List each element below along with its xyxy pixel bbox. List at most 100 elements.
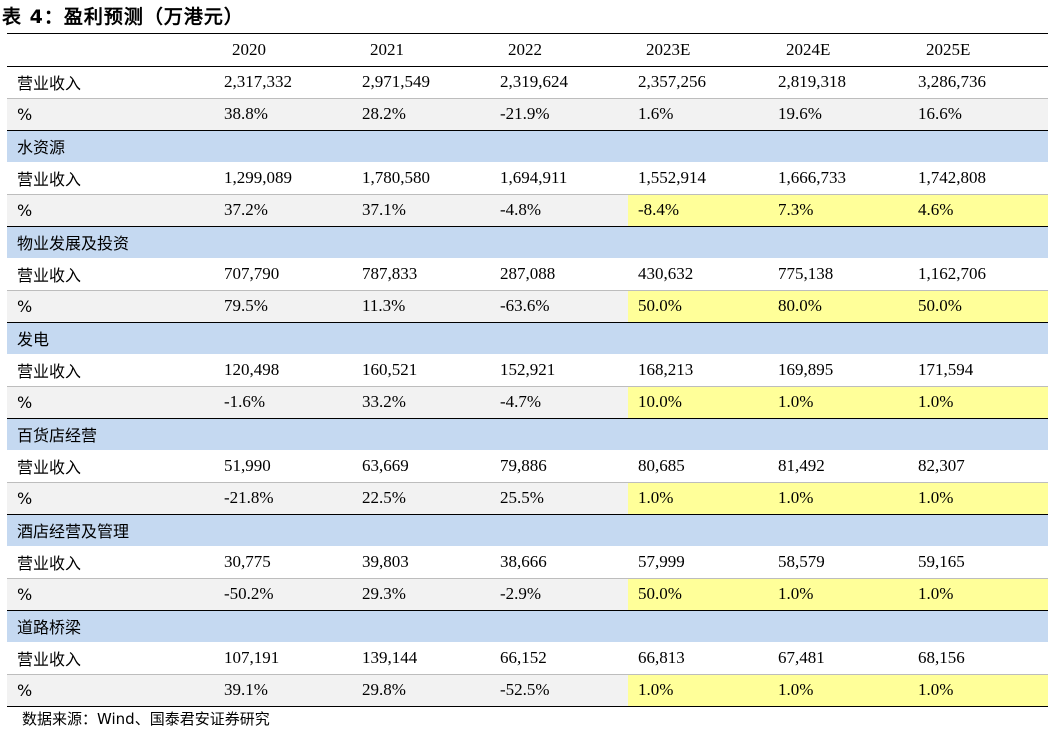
revenue-row: 营业收入 707,790 787,833 287,088 430,632 775,138 1… — [7, 258, 1048, 291]
table-cell: 58,579 — [768, 546, 908, 579]
header-row: 2020 2021 2022 2023E 2024E 2025E — [7, 34, 1048, 67]
table-cell: 28.2% — [352, 98, 490, 131]
table-cell: 2,819,318 — [768, 66, 908, 99]
table-cell: -4.7% — [490, 386, 628, 419]
table-cell: 25.5% — [490, 482, 628, 515]
table-cell: 79,886 — [490, 450, 628, 483]
table-cell: -52.5% — [490, 674, 628, 707]
row-label: % — [7, 98, 214, 131]
table-cell — [352, 514, 490, 547]
growth-row: % 38.8% 28.2% -21.9% 1.6% 19.6% 16.6% — [7, 98, 1048, 131]
growth-row: % -1.6% 33.2% -4.7% 10.0% 1.0% 1.0% — [7, 386, 1048, 419]
table-cell: -50.2% — [214, 578, 352, 611]
table-cell — [352, 322, 490, 355]
table-cell: 22.5% — [352, 482, 490, 515]
header-cell: 2020 — [214, 34, 352, 67]
revenue-row: 营业收入 51,990 63,669 79,886 80,685 81,492 82,307 — [7, 450, 1048, 483]
row-label: % — [7, 674, 214, 707]
table-cell — [768, 226, 908, 259]
table-cell: 1.0% — [768, 482, 908, 515]
row-label: 营业收入 — [7, 546, 214, 579]
table-cell — [352, 418, 490, 451]
table-cell — [908, 130, 1048, 163]
table-cell: 33.2% — [352, 386, 490, 419]
table-title: 表 4：盈利预测（万港元） — [2, 6, 244, 28]
table-cell: 80,685 — [628, 450, 768, 483]
table-cell — [908, 418, 1048, 451]
table-cell — [908, 322, 1048, 355]
table-cell — [490, 610, 628, 643]
table-cell: 82,307 — [908, 450, 1048, 483]
table-cell: -4.8% — [490, 194, 628, 227]
header-cell: 2021 — [352, 34, 490, 67]
table-cell — [490, 130, 628, 163]
table-cell — [628, 514, 768, 547]
segment-label: 物业发展及投资 — [7, 226, 214, 259]
table-cell: 79.5% — [214, 290, 352, 323]
table-cell: 1,694,911 — [490, 162, 628, 195]
table-cell: 430,632 — [628, 258, 768, 291]
row-label: 营业收入 — [7, 642, 214, 675]
header-cell: 2022 — [490, 34, 628, 67]
table-cell: 2,317,332 — [214, 66, 352, 99]
row-label: % — [7, 482, 214, 515]
table-cell: 50.0% — [628, 578, 768, 611]
table-cell: 168,213 — [628, 354, 768, 387]
header-cell: 2024E — [768, 34, 908, 67]
table-cell: 50.0% — [908, 290, 1048, 323]
table-cell: 171,594 — [908, 354, 1048, 387]
table-cell: 775,138 — [768, 258, 908, 291]
table-cell: 120,498 — [214, 354, 352, 387]
table-cell: 1,666,733 — [768, 162, 908, 195]
growth-row: % -21.8% 22.5% 25.5% 1.0% 1.0% 1.0% — [7, 482, 1048, 515]
table-cell: 39,803 — [352, 546, 490, 579]
table-cell: 169,895 — [768, 354, 908, 387]
row-label: 营业收入 — [7, 450, 214, 483]
row-label: % — [7, 194, 214, 227]
revenue-row: 营业收入 107,191 139,144 66,152 66,813 67,481 68,1… — [7, 642, 1048, 675]
table-cell: 1.0% — [908, 578, 1048, 611]
table-cell: 160,521 — [352, 354, 490, 387]
table-cell: -21.9% — [490, 98, 628, 131]
table-cell: 707,790 — [214, 258, 352, 291]
table-cell: 139,144 — [352, 642, 490, 675]
table-cell: 1.6% — [628, 98, 768, 131]
header-cell: 2023E — [628, 34, 768, 67]
table-cell: -8.4% — [628, 194, 768, 227]
table-cell: 38.8% — [214, 98, 352, 131]
table-cell: 152,921 — [490, 354, 628, 387]
table-cell — [628, 610, 768, 643]
segment-header-row: 道路桥梁 — [7, 610, 1048, 643]
table-cell — [214, 322, 352, 355]
table-cell: 1.0% — [908, 386, 1048, 419]
row-label: 营业收入 — [7, 66, 214, 99]
table-cell: 51,990 — [214, 450, 352, 483]
table-cell: 2,357,256 — [628, 66, 768, 99]
segment-label: 发电 — [7, 322, 214, 355]
table-cell: 287,088 — [490, 258, 628, 291]
segment-header-row: 酒店经营及管理 — [7, 514, 1048, 547]
growth-row: % 79.5% 11.3% -63.6% 50.0% 80.0% 50.0% — [7, 290, 1048, 323]
table-cell: 81,492 — [768, 450, 908, 483]
table-cell — [214, 130, 352, 163]
table-cell: 1,552,914 — [628, 162, 768, 195]
growth-row: % 37.2% 37.1% -4.8% -8.4% 7.3% 4.6% — [7, 194, 1048, 227]
table-cell: 1.0% — [768, 578, 908, 611]
table-cell — [490, 322, 628, 355]
table-cell: 37.1% — [352, 194, 490, 227]
table-cell — [214, 610, 352, 643]
table-cell: 67,481 — [768, 642, 908, 675]
table-cell: -63.6% — [490, 290, 628, 323]
table-cell: 3,286,736 — [908, 66, 1048, 99]
table-cell: 1,162,706 — [908, 258, 1048, 291]
row-label: 营业收入 — [7, 354, 214, 387]
table-cell: 57,999 — [628, 546, 768, 579]
table-cell — [628, 130, 768, 163]
header-cell: 2025E — [908, 34, 1048, 67]
table-cell: 29.3% — [352, 578, 490, 611]
segment-label: 酒店经营及管理 — [7, 514, 214, 547]
title-divider — [7, 33, 1048, 34]
revenue-row: 营业收入 1,299,089 1,780,580 1,694,911 1,552,914… — [7, 162, 1048, 195]
table-cell — [352, 130, 490, 163]
table-cell: 19.6% — [768, 98, 908, 131]
